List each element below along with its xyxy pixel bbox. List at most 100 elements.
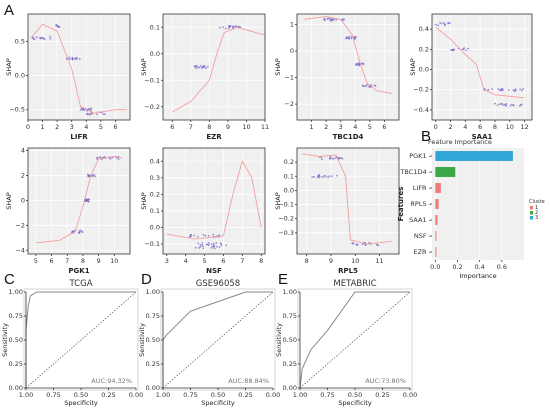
shap-point	[327, 17, 330, 20]
auc-annotation: AUC:73.80%	[365, 377, 406, 385]
y-tick-label: −2	[284, 100, 294, 108]
x-tick-label: 5	[99, 123, 103, 131]
shap-point	[79, 109, 82, 112]
y-tick-label: 0.2	[284, 158, 294, 166]
trend-line	[301, 153, 392, 245]
shap-panel-ezr: 6 7 8 9 10 11 0.1 0.0 −0.1 −0.2 EZR SHAP	[140, 13, 269, 141]
y-tick-label: −0.1	[144, 240, 160, 248]
x-axis-label: SAA1	[472, 133, 493, 141]
shap-point	[467, 47, 470, 50]
shap-point	[212, 242, 215, 245]
shap-point	[55, 24, 58, 27]
plot-background	[432, 148, 524, 260]
x-tick-label: 0.75	[46, 391, 60, 399]
shap-point	[202, 247, 205, 250]
x-tick-label: 5	[34, 257, 38, 265]
importance-panel: Feature Importance PGK1 - TBC1D4 - LIFR - RP…	[397, 138, 545, 280]
shap-point	[508, 88, 510, 91]
y-tick-label: 0.0	[15, 72, 25, 80]
y-tick-label: 0.1	[284, 172, 294, 180]
shap-point	[511, 103, 513, 106]
y-tick-label: −0.4	[413, 106, 429, 114]
shap-point	[519, 88, 522, 91]
x-tick-label: 0.50	[348, 391, 362, 399]
shap-point	[518, 105, 521, 107]
shap-point	[222, 26, 224, 29]
shap-point	[205, 243, 208, 246]
shap-point	[212, 233, 215, 236]
shap-point	[49, 35, 51, 38]
shap-point	[199, 245, 202, 248]
shap-point	[215, 242, 218, 244]
x-axis-label: NSF	[206, 267, 222, 275]
shap-point	[501, 103, 503, 106]
y-tick-label: −0.5	[9, 106, 25, 114]
shap-point	[74, 57, 77, 59]
shap-point	[207, 244, 210, 246]
shap-point	[520, 89, 523, 92]
x-tick-label: 6	[478, 123, 482, 131]
shap-point	[201, 241, 204, 244]
shap-point	[352, 242, 354, 245]
shap-point	[323, 17, 326, 20]
shap-point	[195, 67, 197, 70]
x-tick-label: 0.25	[101, 391, 115, 399]
x-axis-label: Specificity	[201, 399, 235, 407]
shap-point	[444, 23, 446, 26]
panel-letter-c: C	[4, 271, 15, 288]
shap-point	[220, 244, 223, 247]
category-label: LIFR -	[413, 184, 432, 192]
shap-point	[228, 25, 230, 27]
plot-frame	[23, 288, 139, 391]
shap-point	[205, 67, 207, 69]
shap-point	[361, 243, 364, 245]
shap-point	[443, 22, 446, 24]
y-axis-label: Sensitivity	[1, 323, 9, 357]
x-tick-label: 4	[463, 123, 467, 131]
shap-point	[325, 175, 328, 178]
y-axis-label: SHAP	[409, 58, 417, 75]
plot-background	[163, 148, 265, 254]
x-tick-label: 0.25	[375, 391, 389, 399]
x-tick-label: 0.2	[452, 263, 462, 271]
x-tick-label: 1.00	[19, 391, 33, 399]
shap-point	[329, 155, 332, 158]
shap-point	[512, 104, 515, 107]
shap-point	[350, 37, 353, 40]
legend-title: Cluste	[529, 199, 545, 205]
shap-point	[335, 18, 338, 21]
shap-point	[320, 176, 323, 178]
category-label: NSF -	[414, 232, 432, 240]
x-tick-label: 8	[305, 257, 309, 265]
y-tick-label: 0.25	[9, 360, 23, 368]
shap-point	[227, 27, 230, 30]
x-tick-label: 1.00	[293, 391, 307, 399]
shap-point	[362, 85, 365, 87]
shap-point	[229, 25, 232, 27]
y-tick-label: 1.00	[146, 288, 160, 296]
shap-point	[437, 24, 440, 27]
shap-point	[228, 26, 231, 29]
shap-point	[85, 198, 88, 201]
shap-point	[218, 246, 221, 249]
shap-point	[313, 175, 316, 178]
shap-point	[491, 88, 493, 91]
y-tick-label: 1.00	[283, 288, 297, 296]
shap-point	[102, 113, 105, 116]
bar-rpl5	[435, 199, 439, 209]
y-tick-label: 0	[290, 47, 294, 55]
shap-point	[81, 108, 83, 110]
trend-line	[304, 16, 392, 94]
shap-point	[435, 23, 437, 26]
chart-title: METABRIC	[333, 279, 376, 289]
x-tick-label: 0.0	[430, 263, 440, 271]
auc-annotation: AUC:94.32%	[91, 377, 132, 385]
shap-point	[49, 37, 52, 40]
plot-background	[28, 14, 130, 120]
shap-point	[499, 103, 501, 105]
shap-point	[331, 157, 334, 160]
x-tick-label: 6	[113, 123, 117, 131]
y-tick-label: 0.2	[419, 45, 429, 53]
shap-point	[355, 64, 357, 67]
x-tick-label: 0	[26, 123, 30, 131]
